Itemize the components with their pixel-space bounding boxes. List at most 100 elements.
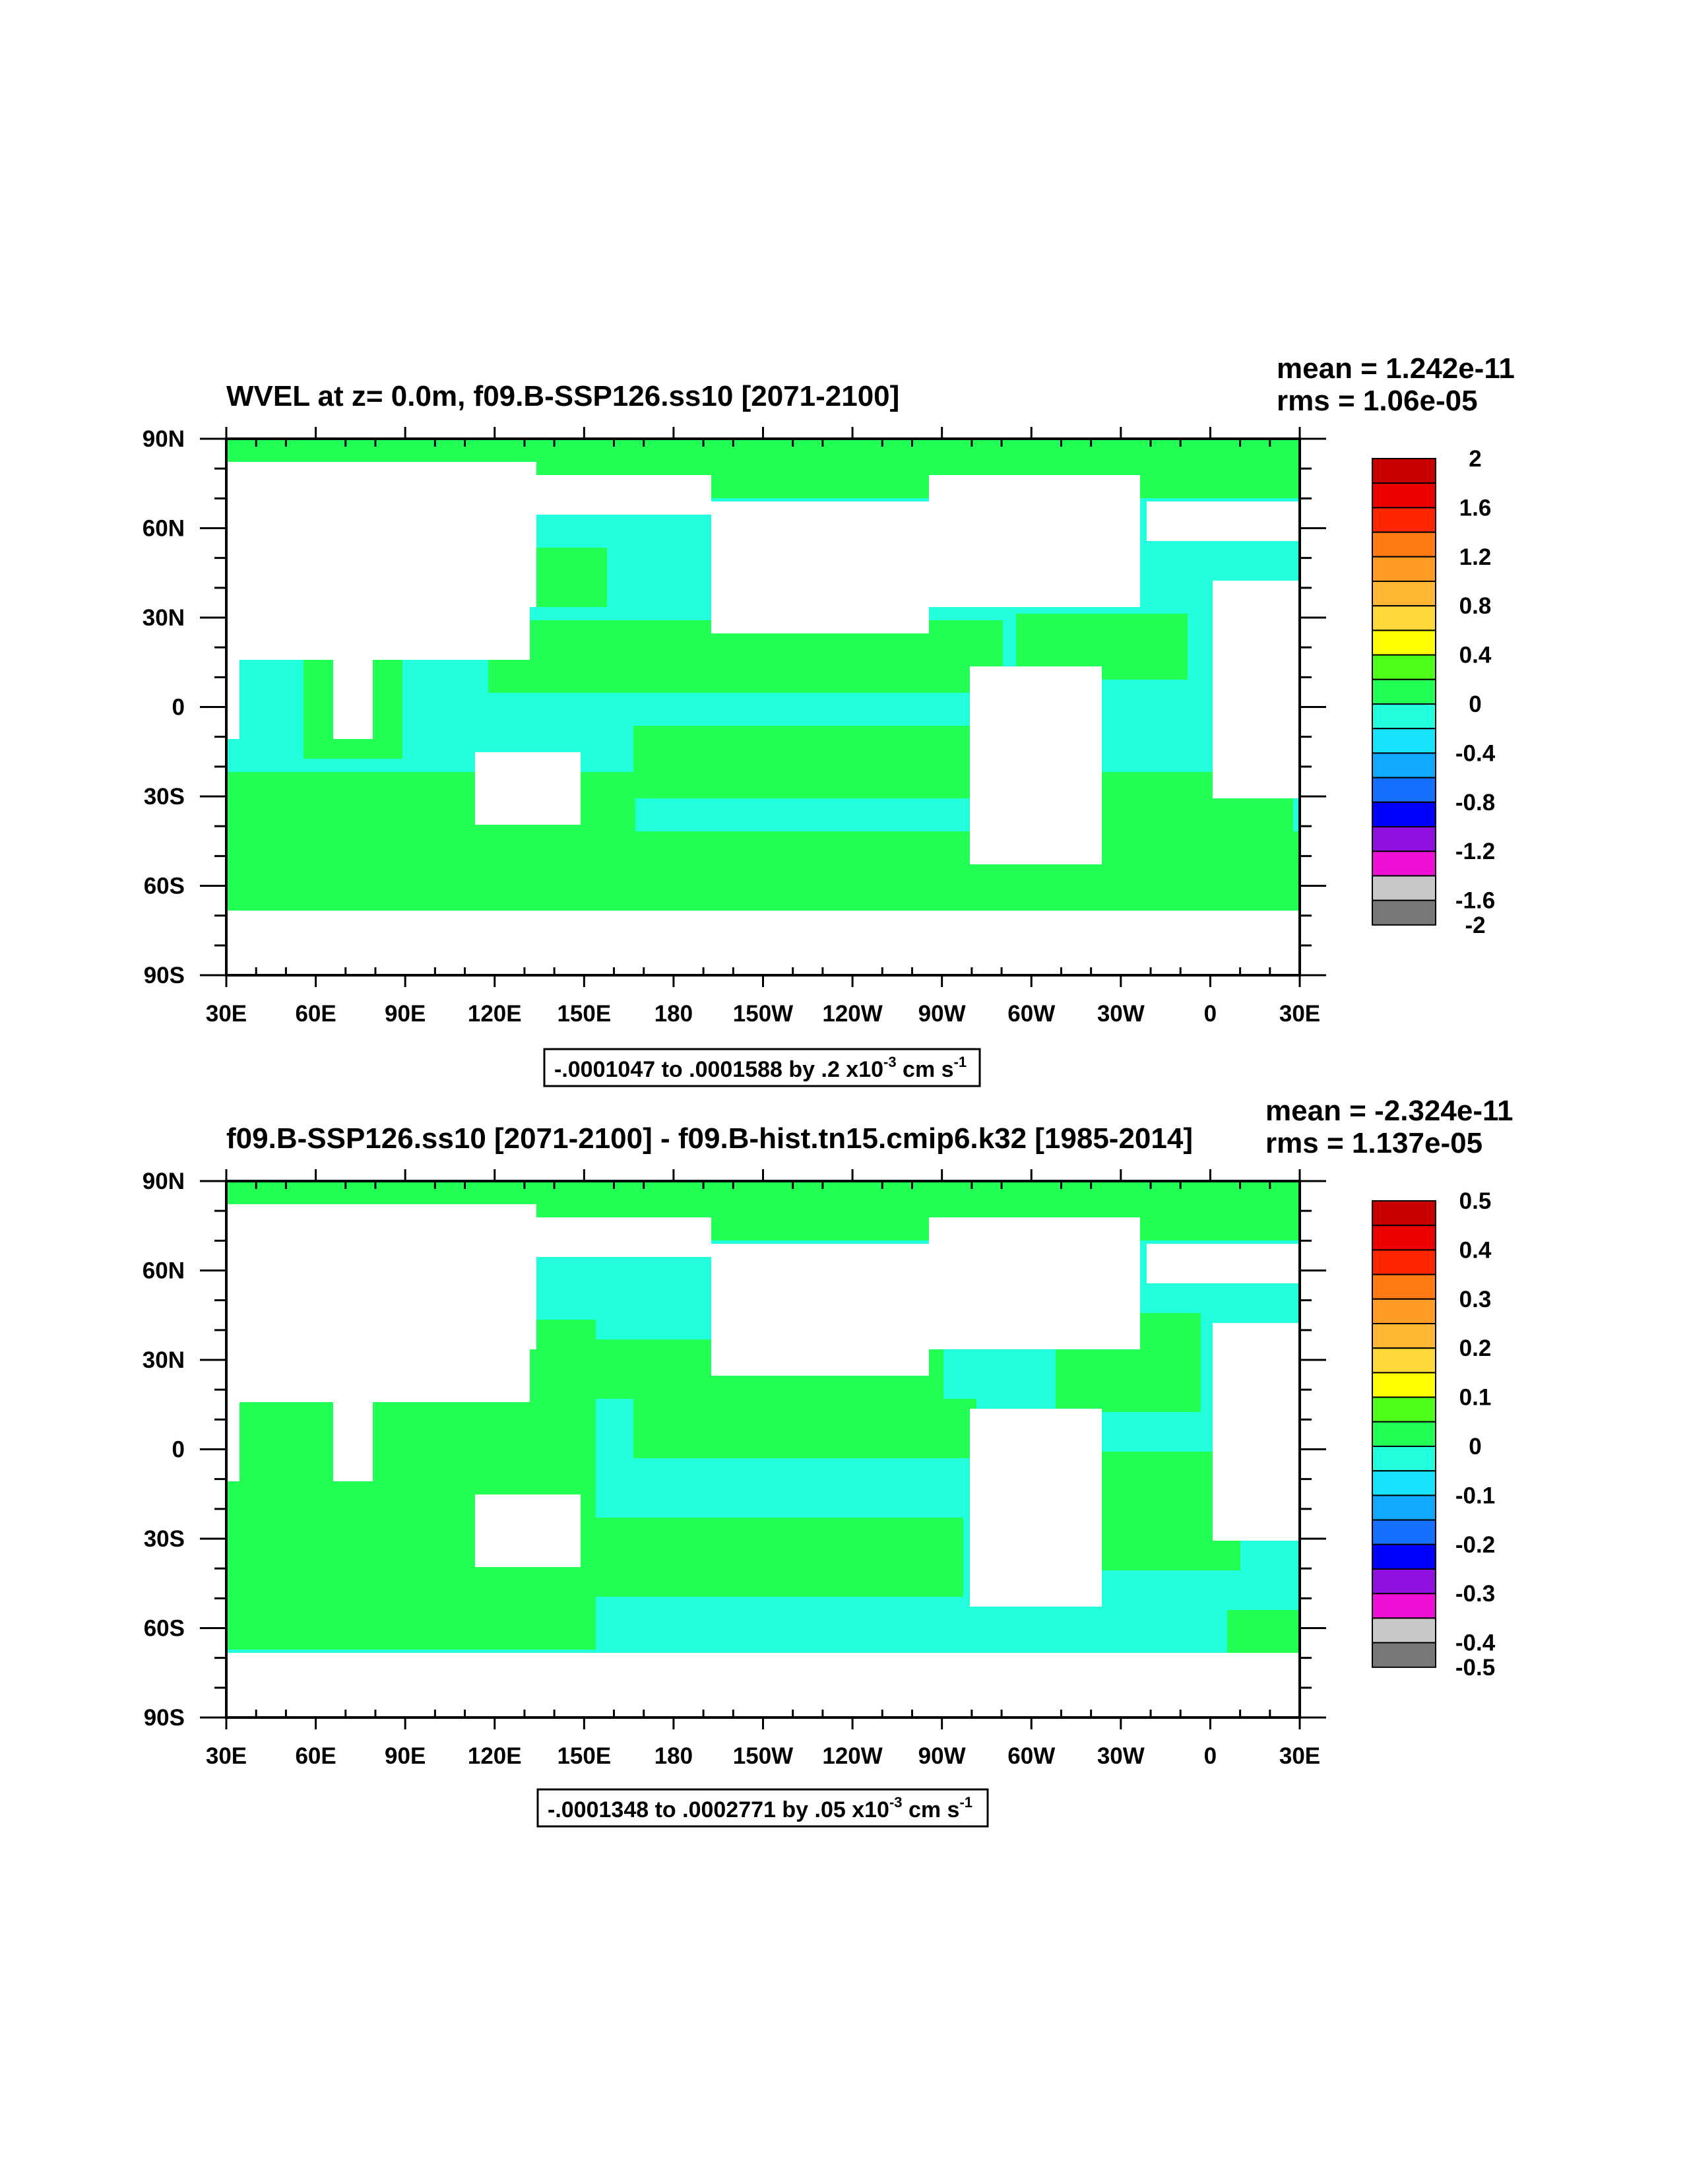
panel-2-colorbar-box [1372,1446,1436,1472]
panel-2-colorbar-label: -0.2 [1455,1532,1495,1558]
panel-1-south-asia [239,607,530,660]
panel-1-colorbar-box [1372,703,1436,730]
panel-2-x-tick-label: 90W [918,1743,966,1769]
panel-2-x-tick-label: 120W [822,1743,882,1769]
panel-2-tick-marks [200,1169,1326,1729]
panel-1-range-frame [543,1048,981,1087]
panel-2-y-tick-label: 0 [172,1437,185,1463]
panel-1-india [333,660,373,739]
panel-2-colorbar-label: 0.1 [1459,1385,1492,1411]
panel-2-colorbar-box [1372,1568,1436,1595]
panel-1-colorbar-box [1372,654,1436,680]
panel-1-colorbar-label: -1.2 [1455,839,1495,864]
panel-1-title: WVEL at z= 0.0m, f09.B-SSP126.ss10 [2071… [226,380,899,412]
panel-1-colorbar-label: -1.6 [1455,888,1495,914]
panel-2-y-tick-labels: 90N 60N 30N 0 30S 60S 90S [143,1169,185,1731]
panel-2-colorbar-label: 0 [1469,1434,1481,1460]
panel-2-x-tick-label: 30E [206,1743,247,1769]
panel-1-colorbar-label: 2 [1469,446,1481,472]
panel-2-colorbar-box [1372,1421,1436,1448]
panel-1-eurasia [226,462,536,607]
panel-2-india [333,1402,373,1481]
panel-2-field [226,1181,1300,1718]
panel-1-south-america [970,666,1102,864]
panel-1-y-tick-label: 0 [172,695,185,721]
panel-2-x-tick-label: 30W [1097,1743,1145,1769]
panel-2-land [226,1204,1300,1718]
panel-1-west-africa [1213,581,1300,798]
panel-2-south-asia [239,1349,530,1402]
panel-1-mean: mean = 1.242e-11 [1277,352,1515,385]
panel-2-colorbar-box [1372,1323,1436,1349]
panel-1-x-tick-label: 30E [206,1001,247,1027]
panel-2-x-tick-label: 150E [557,1743,611,1769]
panel-1-colorbar-box [1372,531,1436,558]
panel-1-colorbar-label: -0.4 [1455,740,1496,766]
panel-1-colorbar-box [1372,629,1436,656]
panel-2-x-tick-label: 0 [1204,1743,1217,1769]
panel-2-colorbar-label: -0.5 [1455,1655,1495,1681]
panel-2-colorbar-box [1372,1617,1436,1644]
panel-1-x-tick-label: 90E [385,1001,426,1027]
panel-1-y-tick-label: 60S [144,874,185,899]
panel-2-colorbar-box [1372,1396,1436,1423]
panel-1-x-tick-label: 120E [468,1001,522,1027]
panel-2-north-america-east [929,1217,1140,1349]
panel-2-colorbar-box [1372,1519,1436,1545]
panel-1-north-america-west [711,501,929,633]
panel-1-y-tick-label: 30N [143,605,185,631]
panel-2-range-frame [536,1788,989,1828]
panel-2-west-africa [1213,1323,1300,1541]
panel-2-greenland-europe [1147,1244,1300,1283]
panel-2-colorbar-label: -0.3 [1455,1581,1495,1607]
panel-2-colorbar-labels: 0.5 0.4 0.3 0.2 0.1 0 -0.1 -0.2 -0.3 -0.4-0.5 [1455,1188,1496,1681]
panel-1-tick-marks [200,427,1326,987]
panel-2-x-tick-label: 150W [733,1743,793,1769]
panel-2-south-pacific-west [594,1518,963,1597]
panel-1-colorbar [1372,458,1436,926]
panel-1-colorbar-label: 1.6 [1459,495,1492,521]
panel-1-colorbar-box [1372,752,1436,779]
panel-1-x-tick-labels: 30E 60E 90E 120E 150E 180 150W 120W 90W 60W 30W 0 30… [206,1001,1320,1027]
panel-1-x-tick-label: 60E [295,1001,336,1027]
panel-1-colorbar-box [1372,826,1436,852]
panel-2-colorbar-box [1372,1225,1436,1251]
panel-2-colorbar [1372,1200,1436,1668]
panel-1-x-tick-label: 60W [1007,1001,1055,1027]
panel-1-colorbar-box [1372,875,1436,901]
panel-1-colorbar-label: 0.4 [1459,643,1492,668]
panel-1-x-tick-label: 30W [1097,1001,1145,1027]
panel-1-colorbar-label: 0.8 [1459,593,1492,619]
panel-2-colorbar-box [1372,1642,1436,1668]
panel-2-y-tick-label: 60N [143,1258,185,1284]
panel-1-south-pacific [633,726,990,798]
panel-2-rms: rms = 1.137e-05 [1265,1127,1482,1159]
panel-2-siberia [536,1217,711,1257]
panel-2-south-america [970,1409,1102,1607]
panel-2-frame-layer: 30E 60E 90E 120E 150E 180 150W 120W 90W 60W 30W 0 30… [143,1169,1326,1769]
panel-1-x-tick-label: 90W [918,1001,966,1027]
panel-2-antarctica [226,1653,1300,1718]
panel-1-range-box: -.0001047 to .0001588 by .2 x10-3 cm s-1 [543,1048,981,1087]
panel-1-colorbar-labels: 2 1.6 1.2 0.8 0.4 0 -0.4 -0.8 -1.2 -1.6-2 [1455,446,1496,938]
panel-1-colorbar-box [1372,899,1436,926]
panel-2-colorbar-box [1372,1200,1436,1227]
panel-1-frame-layer: 30E 60E 90E 120E 150E 180 150W 120W 90W 60W 30W 0 30… [143,426,1326,1027]
panel-1-y-tick-label: 90N [143,426,185,452]
panel-1-x-tick-label: 30E [1279,1001,1320,1027]
panel-1-range-label: -.0001047 to .0001588 by .2 x10-3 cm s-1 [554,1054,967,1082]
panel-2-range-box: -.0001348 to .0002771 by .05 x10-3 cm s-… [536,1788,989,1828]
panel-1-x-tick-label: 150E [557,1001,611,1027]
panel-2-colorbar-box [1372,1249,1436,1275]
panel-1-colorbar-box [1372,728,1436,754]
panel-1-y-tick-labels: 90N 60N 30N 0 30S 60S 90S [143,426,185,988]
panel-2-colorbar-box [1372,1470,1436,1496]
panel-2-mean: mean = -2.324e-11 [1265,1095,1513,1127]
panel-1-x-tick-label: 180 [654,1001,693,1027]
panel-1-colorbar-box [1372,507,1436,533]
panel-2-x-tick-label: 90E [385,1743,426,1769]
panel-2-x-tick-labels: 30E 60E 90E 120E 150E 180 150W 120W 90W 60W 30W 0 30… [206,1743,1320,1769]
panel-1-siberia [536,475,711,515]
panel-1-colorbar-box [1372,556,1436,582]
